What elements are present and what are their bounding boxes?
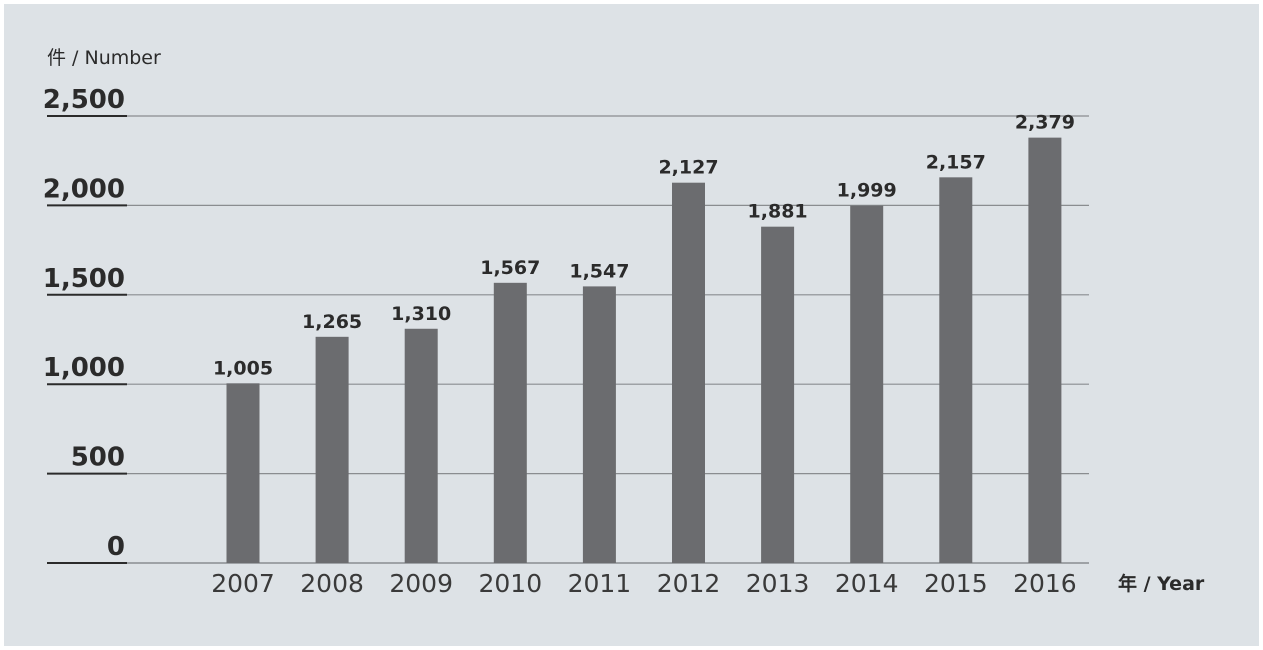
y-tick-label: 2,000 [43,174,125,204]
bar-value-label: 2,379 [1015,112,1075,134]
bar-2008 [315,336,349,563]
bar-value-label: 2,127 [658,157,718,179]
x-tick-label: 2014 [835,569,899,598]
y-axis: 0 500 1,000 1,500 2,000 2,500 [43,85,127,564]
x-tick-label: 2010 [478,569,542,598]
x-tick-label: 2011 [568,569,632,598]
bar-2013 [761,226,795,564]
bar-2009 [404,328,438,563]
bar-value-label: 1,567 [480,257,540,279]
y-axis-title: 件 / Number [47,47,161,69]
bars: 1,005 1,265 1,310 1,567 1,547 2,127 1,881 1,999… [213,112,1075,564]
bar-2011 [582,286,616,563]
y-tick-label: 500 [71,443,125,473]
x-axis: 2007 2008 2009 2010 2011 2012 2013 2014 2015 2016 [211,569,1077,598]
x-tick-label: 2009 [389,569,453,598]
x-tick-label: 2013 [746,569,810,598]
bar-2015 [939,177,973,563]
x-tick-label: 2007 [211,569,275,598]
bar-value-label: 1,999 [837,180,897,202]
bar-2016 [1028,137,1062,563]
bar-2007 [226,383,260,563]
y-tick-label: 1,500 [43,264,125,294]
x-tick-label: 2016 [1013,569,1077,598]
x-tick-label: 2012 [657,569,721,598]
x-tick-label: 2015 [924,569,988,598]
bar-value-label: 1,310 [391,303,451,325]
bar-2014 [850,205,884,563]
bar-2012 [672,182,705,564]
y-tick-label: 1,000 [43,353,125,383]
bar-value-label: 1,881 [748,201,808,223]
bar-value-label: 1,547 [569,260,629,282]
y-tick-label: 2,500 [43,85,125,115]
bar-value-label: 1,265 [302,311,362,333]
x-tick-label: 2008 [300,569,364,598]
bar-value-label: 1,005 [213,357,273,379]
bar-value-label: 2,157 [926,151,986,173]
x-axis-title: 年 / Year [1118,572,1205,595]
bar-2010 [493,282,527,563]
y-tick-label: 0 [107,532,125,562]
